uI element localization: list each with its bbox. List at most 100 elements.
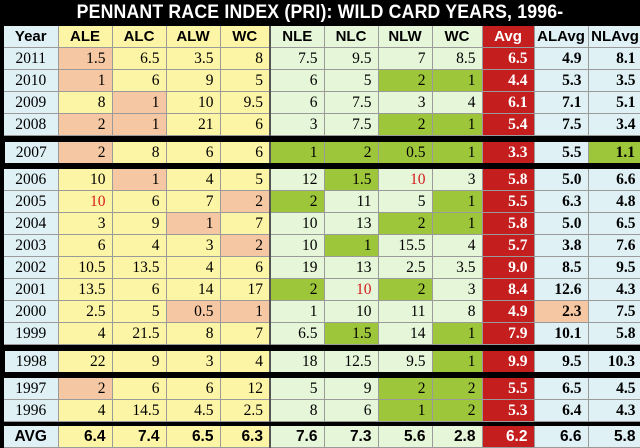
cell-nlw: 11: [378, 300, 433, 323]
cell-alc: 6: [112, 69, 167, 92]
cell-ale: 1.5: [58, 47, 113, 70]
cell-nl-wc: 1: [432, 140, 483, 165]
cell-alc: 1: [112, 169, 167, 191]
year-cell: 2006: [4, 169, 59, 191]
cell-nlc: 1.5: [324, 322, 379, 345]
cell-alw: 8: [166, 322, 221, 345]
cell-nlc: 13: [324, 212, 379, 235]
cell-nlavg: 9.5: [588, 256, 640, 279]
cell-nle: 6: [269, 69, 325, 92]
cell-ale: 4: [58, 399, 113, 422]
cell-nl-wc: 2.8: [432, 426, 483, 448]
cell-alw: 6: [166, 140, 221, 165]
cell-avg: 5.5: [482, 378, 535, 400]
cell-nlavg: 5.8: [588, 322, 640, 345]
cell-alavg: 6.5: [534, 378, 589, 400]
cell-nlavg: 4.3: [588, 278, 640, 301]
pri-table: Year ALE ALC ALW WC NLE NLC NLW WC Avg A…: [3, 26, 640, 448]
cell-alavg: 7.1: [534, 91, 589, 114]
cell-nlavg: 3.5: [588, 69, 640, 92]
cell-al-wc: 6.3: [220, 426, 271, 448]
table-row: 2005 10 6 7 2 2 11 5 1 5.5 6.3 4.8: [4, 190, 640, 213]
cell-al-wc: 4: [220, 349, 271, 374]
cell-nlc: 9.5: [324, 47, 379, 70]
cell-avg: 6.1: [482, 91, 535, 114]
year-cell: 1999: [4, 322, 59, 345]
cell-nlw: 15.5: [378, 234, 433, 257]
table-row: 2001 13.5 6 14 17 2 10 2 3 8.4 12.6 4.3: [4, 278, 640, 301]
cell-nl-wc: 1: [432, 212, 483, 235]
cell-nl-wc: 8: [432, 300, 483, 323]
cell-alavg: 8.5: [534, 256, 589, 279]
cell-nlavg: 1.1: [588, 140, 640, 165]
year-cell: AVG: [4, 426, 59, 448]
year-cell: 2004: [4, 212, 59, 235]
cell-nlw: 14: [378, 322, 433, 345]
cell-alw: 10: [166, 91, 221, 114]
table-row: 1996 4 14.5 4.5 2.5 8 6 1 2 5.3 6.4 4.3: [4, 399, 640, 422]
cell-nle: 7.6: [269, 426, 325, 448]
cell-alavg: 4.9: [534, 47, 589, 70]
cell-nle: 1: [269, 300, 325, 323]
cell-avg: 8.4: [482, 278, 535, 301]
year-cell: 2001: [4, 278, 59, 301]
header-alw: ALW: [166, 26, 221, 48]
cell-alw: 7: [166, 190, 221, 213]
cell-alw: 6: [166, 378, 221, 400]
cell-ale: 2: [58, 140, 113, 165]
year-cell: 2009: [4, 91, 59, 114]
cell-ale: 8: [58, 91, 113, 114]
header-al-wc: WC: [220, 26, 271, 48]
cell-nlw: 2.5: [378, 256, 433, 279]
table-row: 2010 1 6 9 5 6 5 2 1 4.4 5.3 3.5: [4, 69, 640, 92]
header-nl-wc: WC: [432, 26, 483, 48]
cell-nl-wc: 2: [432, 399, 483, 422]
cell-ale: 13.5: [58, 278, 113, 301]
cell-alw: 21: [166, 113, 221, 136]
cell-avg: 9.9: [482, 349, 535, 374]
cell-nlc: 7.5: [324, 113, 379, 136]
cell-alw: 9: [166, 69, 221, 92]
table-body: 2011 1.5 6.5 3.5 8 7.5 9.5 7 8.5 6.5 4.9 8.1 2010 1 6 9…: [3, 47, 640, 448]
cell-nlc: 9: [324, 378, 379, 400]
cell-avg: 5.7: [482, 234, 535, 257]
cell-nlavg: 4.3: [588, 399, 640, 422]
cell-nlw: 2: [378, 378, 433, 400]
cell-al-wc: 1: [220, 300, 271, 323]
cell-al-wc: 2: [220, 190, 271, 213]
header-ale: ALE: [58, 26, 113, 48]
cell-nlavg: 8.1: [588, 47, 640, 70]
cell-alavg: 10.1: [534, 322, 589, 345]
cell-ale: 2: [58, 113, 113, 136]
year-cell: 1998: [3, 349, 59, 374]
cell-nlw: 7: [378, 47, 433, 70]
cell-nle: 19: [269, 256, 325, 279]
cell-ale: 22: [58, 349, 113, 374]
header-row: Year ALE ALC ALW WC NLE NLC NLW WC Avg A…: [4, 26, 640, 48]
cell-avg: 5.3: [482, 399, 535, 422]
year-cell: 2000: [4, 300, 59, 323]
cell-alw: 3: [166, 234, 221, 257]
cell-avg: 5.4: [482, 113, 535, 136]
cell-nle: 10: [269, 212, 325, 235]
header-year: Year: [4, 26, 59, 48]
table-row: 1999 4 21.5 8 7 6.5 1.5 14 1 7.9 10.1 5.8: [4, 322, 640, 345]
cell-nlw: 0.5: [378, 140, 433, 165]
cell-ale: 2.5: [58, 300, 113, 323]
cell-ale: 6.4: [58, 426, 113, 448]
cell-nlc: 5: [324, 69, 379, 92]
cell-nlc: 10: [324, 300, 379, 323]
cell-nlavg: 10.3: [588, 349, 640, 374]
cell-avg: 4.4: [482, 69, 535, 92]
cell-nle: 6.5: [269, 322, 325, 345]
cell-alavg: 6.4: [534, 399, 589, 422]
cell-nlc: 11: [324, 190, 379, 213]
year-cell: 2002: [4, 256, 59, 279]
cell-alavg: 5.0: [534, 169, 589, 191]
year-cell: 1996: [4, 399, 59, 422]
cell-avg: 9.0: [482, 256, 535, 279]
cell-alw: 3.5: [166, 47, 221, 70]
cell-nlw: 5: [378, 190, 433, 213]
cell-al-wc: 2: [220, 234, 271, 257]
table-row: 2003 6 4 3 2 10 1 15.5 4 5.7 3.8 7.6: [4, 234, 640, 257]
